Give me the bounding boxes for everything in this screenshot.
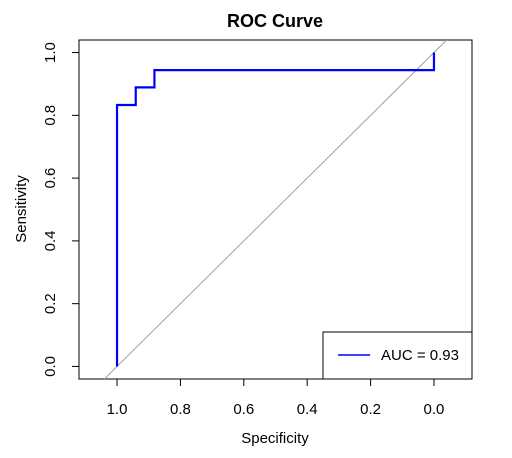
y-axis-title: Sensitivity: [13, 175, 30, 243]
chart-title: ROC Curve: [227, 11, 323, 31]
roc-series-line: [115, 52, 436, 367]
x-tick-label: 0.2: [360, 401, 381, 418]
y-tick-label: 1.0: [42, 42, 59, 63]
legend: AUC = 0.93: [322, 331, 473, 380]
legend-label: AUC = 0.93: [381, 347, 459, 364]
x-tick-label: 1.0: [107, 401, 128, 418]
y-tick-label: 0.0: [42, 356, 59, 377]
x-tick-label: 0.4: [297, 401, 318, 418]
y-tick-label: 0.2: [42, 293, 59, 314]
y-tick-label: 0.4: [42, 230, 59, 251]
x-tick-label: 0.6: [233, 401, 254, 418]
x-tick-label: 0.0: [424, 401, 445, 418]
x-axis-title: Specificity: [241, 430, 309, 447]
y-tick-label: 0.6: [42, 168, 59, 189]
reference-diagonal-line: [103, 40, 448, 379]
y-tick-label: 0.8: [42, 105, 59, 126]
x-tick-label: 0.8: [170, 401, 191, 418]
